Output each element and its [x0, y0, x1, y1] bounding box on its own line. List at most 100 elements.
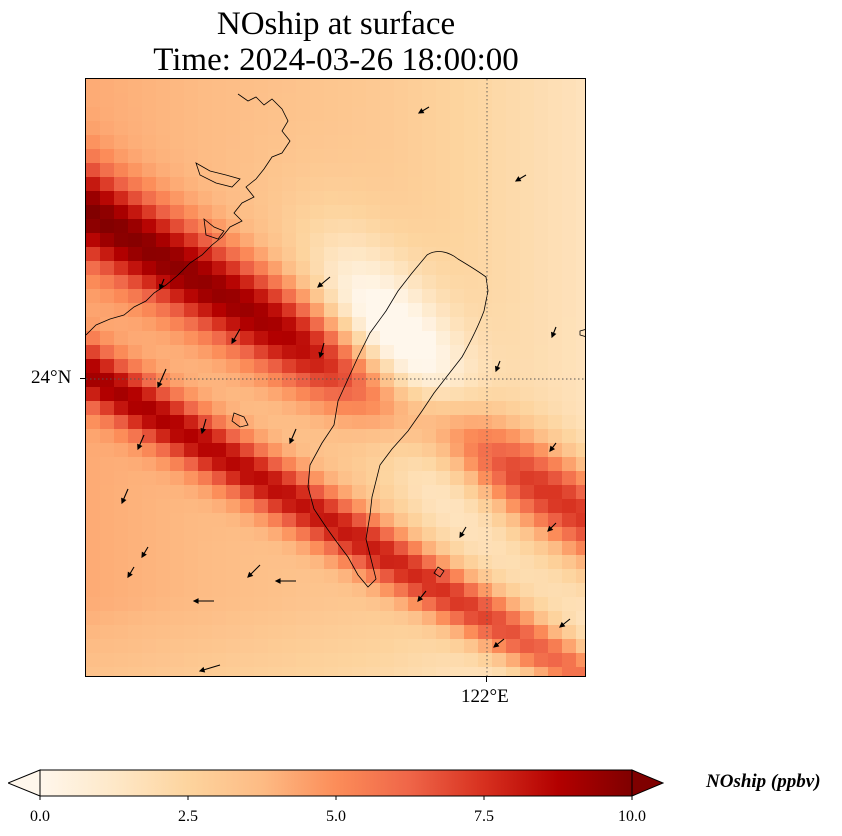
field-cell [380, 583, 395, 598]
field-cell [254, 429, 269, 444]
field-cell [450, 639, 465, 654]
field-cell [478, 275, 493, 290]
field-cell [520, 667, 535, 676]
field-cell [450, 93, 465, 108]
field-cell [156, 513, 171, 528]
field-cell [268, 331, 283, 346]
field-cell [422, 499, 437, 514]
field-cell [520, 499, 535, 514]
map-panel[interactable] [85, 78, 586, 677]
field-cell [352, 667, 367, 676]
field-cell [408, 317, 423, 332]
field-cell [422, 261, 437, 276]
field-cell [478, 345, 493, 360]
field-cell [352, 79, 367, 94]
field-cell [254, 569, 269, 584]
field-cell [142, 513, 157, 528]
field-cell [520, 233, 535, 248]
field-cell [464, 359, 479, 374]
field-cell [296, 261, 311, 276]
field-cell [212, 583, 227, 598]
field-cell [464, 471, 479, 486]
field-cell [492, 345, 507, 360]
field-cell [366, 107, 381, 122]
field-cell [436, 513, 451, 528]
field-cell [100, 205, 115, 220]
field-cell [506, 359, 521, 374]
field-cell [212, 597, 227, 612]
field-cell [492, 555, 507, 570]
field-cell [240, 513, 255, 528]
field-cell [86, 457, 101, 472]
field-cell [268, 205, 283, 220]
field-cell [268, 499, 283, 514]
field-cell [86, 415, 101, 430]
field-cell [562, 219, 577, 234]
field-cell [338, 135, 353, 150]
field-cell [408, 233, 423, 248]
field-cell [450, 219, 465, 234]
field-cell [548, 359, 563, 374]
field-cell [520, 345, 535, 360]
field-cell [506, 205, 521, 220]
field-cell [86, 79, 101, 94]
field-cell [268, 513, 283, 528]
field-cell [548, 177, 563, 192]
field-cell [324, 121, 339, 136]
field-cell [324, 667, 339, 676]
field-cell [380, 625, 395, 640]
field-cell [226, 555, 241, 570]
field-cell [380, 149, 395, 164]
field-cell [534, 639, 549, 654]
field-cell [212, 247, 227, 262]
field-cell [170, 331, 185, 346]
field-cell [478, 415, 493, 430]
wind-vector-head [192, 598, 199, 604]
field-cell [520, 135, 535, 150]
field-cell [534, 499, 549, 514]
field-cell [422, 527, 437, 542]
field-cell [380, 457, 395, 472]
field-cell [520, 471, 535, 486]
field-cell [436, 569, 451, 584]
field-cell [506, 303, 521, 318]
field-cell [576, 429, 585, 444]
wind-vector-head [247, 571, 254, 578]
field-cell [100, 555, 115, 570]
field-cell [366, 401, 381, 416]
field-cell [422, 233, 437, 248]
field-cell [352, 415, 367, 430]
field-cell [576, 205, 585, 220]
field-cell [198, 513, 213, 528]
field-cell [86, 93, 101, 108]
field-cell [366, 205, 381, 220]
field-cell [114, 611, 129, 626]
field-cell [226, 499, 241, 514]
field-cell [324, 471, 339, 486]
map-title: NOship at surface [216, 6, 456, 42]
field-cell [478, 569, 493, 584]
field-cell [324, 289, 339, 304]
field-cell [170, 289, 185, 304]
field-cell [86, 611, 101, 626]
field-cell [338, 191, 353, 206]
field-cell [380, 219, 395, 234]
field-cell [226, 653, 241, 668]
field-cell [114, 387, 129, 402]
field-cell [394, 135, 409, 150]
taiwan-coastline [307, 251, 489, 588]
field-cell [324, 191, 339, 206]
field-cell [464, 149, 479, 164]
field-cell [548, 275, 563, 290]
field-cell [184, 359, 199, 374]
field-cell [520, 79, 535, 94]
lat-tick [80, 378, 85, 379]
field-cell [100, 219, 115, 234]
field-cell [212, 219, 227, 234]
field-cell [282, 331, 297, 346]
field-cell [212, 149, 227, 164]
field-cell [142, 177, 157, 192]
field-cell [450, 261, 465, 276]
field-cell [380, 555, 395, 570]
field-cell [562, 275, 577, 290]
